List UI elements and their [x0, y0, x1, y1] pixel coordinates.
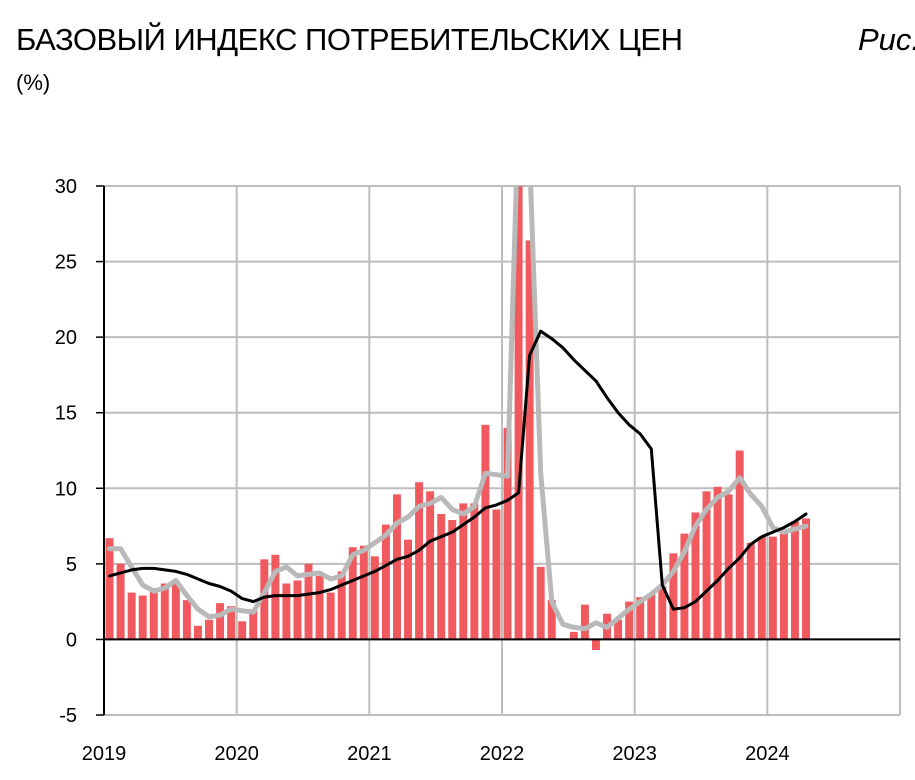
bar [415, 482, 424, 640]
y-tick-label: 20 [55, 327, 77, 349]
x-tick-label: 2022 [480, 743, 525, 765]
bar [680, 533, 689, 640]
bar [614, 619, 623, 640]
bar [404, 539, 413, 640]
bar [802, 518, 811, 640]
bar [193, 625, 202, 640]
y-tick-label: 5 [66, 554, 77, 576]
bar [138, 595, 147, 640]
bar [547, 600, 556, 640]
bar [525, 240, 534, 640]
bar [647, 594, 656, 640]
bar [238, 621, 247, 640]
line-series-gray [107, 186, 809, 632]
x-tick-label: 2024 [745, 743, 790, 765]
bar [149, 588, 158, 640]
bar [260, 559, 269, 640]
bar [326, 592, 335, 640]
x-tick-label: 2020 [214, 743, 259, 765]
y-tick-label: -5 [59, 705, 77, 727]
bar [182, 600, 191, 640]
bar [757, 536, 766, 640]
bar [437, 513, 446, 640]
bar [514, 186, 523, 640]
bar [481, 424, 490, 640]
bar [116, 563, 125, 640]
y-tick-label: 0 [66, 629, 77, 651]
bar [492, 509, 501, 640]
y-tick-label: 10 [55, 478, 77, 500]
bar [348, 547, 357, 640]
x-tick-label: 2021 [347, 743, 392, 765]
unit-label: (%) [16, 70, 51, 95]
bar [702, 491, 711, 640]
bar [337, 571, 346, 640]
bar [790, 521, 799, 640]
bar [580, 604, 589, 640]
bar [205, 619, 214, 640]
bar [282, 583, 291, 640]
bar [448, 520, 457, 640]
bar [426, 491, 435, 640]
bar [669, 553, 678, 640]
x-tick-label: 2023 [612, 743, 657, 765]
tick-labels: -5 0 5 10 15 20 25 30 2019 2020 2021 2022 2023 2024 [55, 176, 790, 765]
bar [160, 583, 169, 640]
bar [359, 545, 368, 640]
bar [470, 503, 479, 640]
bar [636, 597, 645, 640]
line-series-black [108, 329, 808, 611]
y-tick-label: 15 [55, 403, 77, 425]
y-tick-label: 30 [55, 176, 77, 198]
bar [591, 639, 600, 651]
bar [713, 486, 722, 640]
bar [315, 575, 324, 640]
bar [370, 556, 379, 640]
bar [536, 566, 545, 640]
bar [127, 592, 136, 640]
bar [691, 512, 700, 640]
bar [249, 609, 258, 640]
bar [171, 583, 180, 640]
line-series [107, 186, 809, 632]
figure-label: Рис. [858, 22, 915, 57]
x-tick-label: 2019 [82, 743, 127, 765]
y-tick-label: 25 [55, 252, 77, 274]
bar [392, 494, 401, 640]
bar [503, 427, 512, 640]
bar [381, 524, 390, 640]
bar [746, 542, 755, 640]
bar [105, 538, 114, 640]
bar [216, 603, 225, 640]
bar [625, 601, 634, 640]
bar [569, 631, 578, 640]
bar-series [105, 186, 811, 651]
bar [768, 536, 777, 640]
chart-title: БАЗОВЫЙ ИНДЕКС ПОТРЕБИТЕЛЬСКИХ ЦЕН [16, 22, 683, 57]
axes [96, 185, 900, 716]
bar [735, 450, 744, 640]
bar [459, 503, 468, 640]
bar [779, 533, 788, 640]
bar [658, 586, 667, 640]
bar [293, 580, 302, 640]
bar [304, 563, 313, 640]
bar [227, 606, 236, 640]
